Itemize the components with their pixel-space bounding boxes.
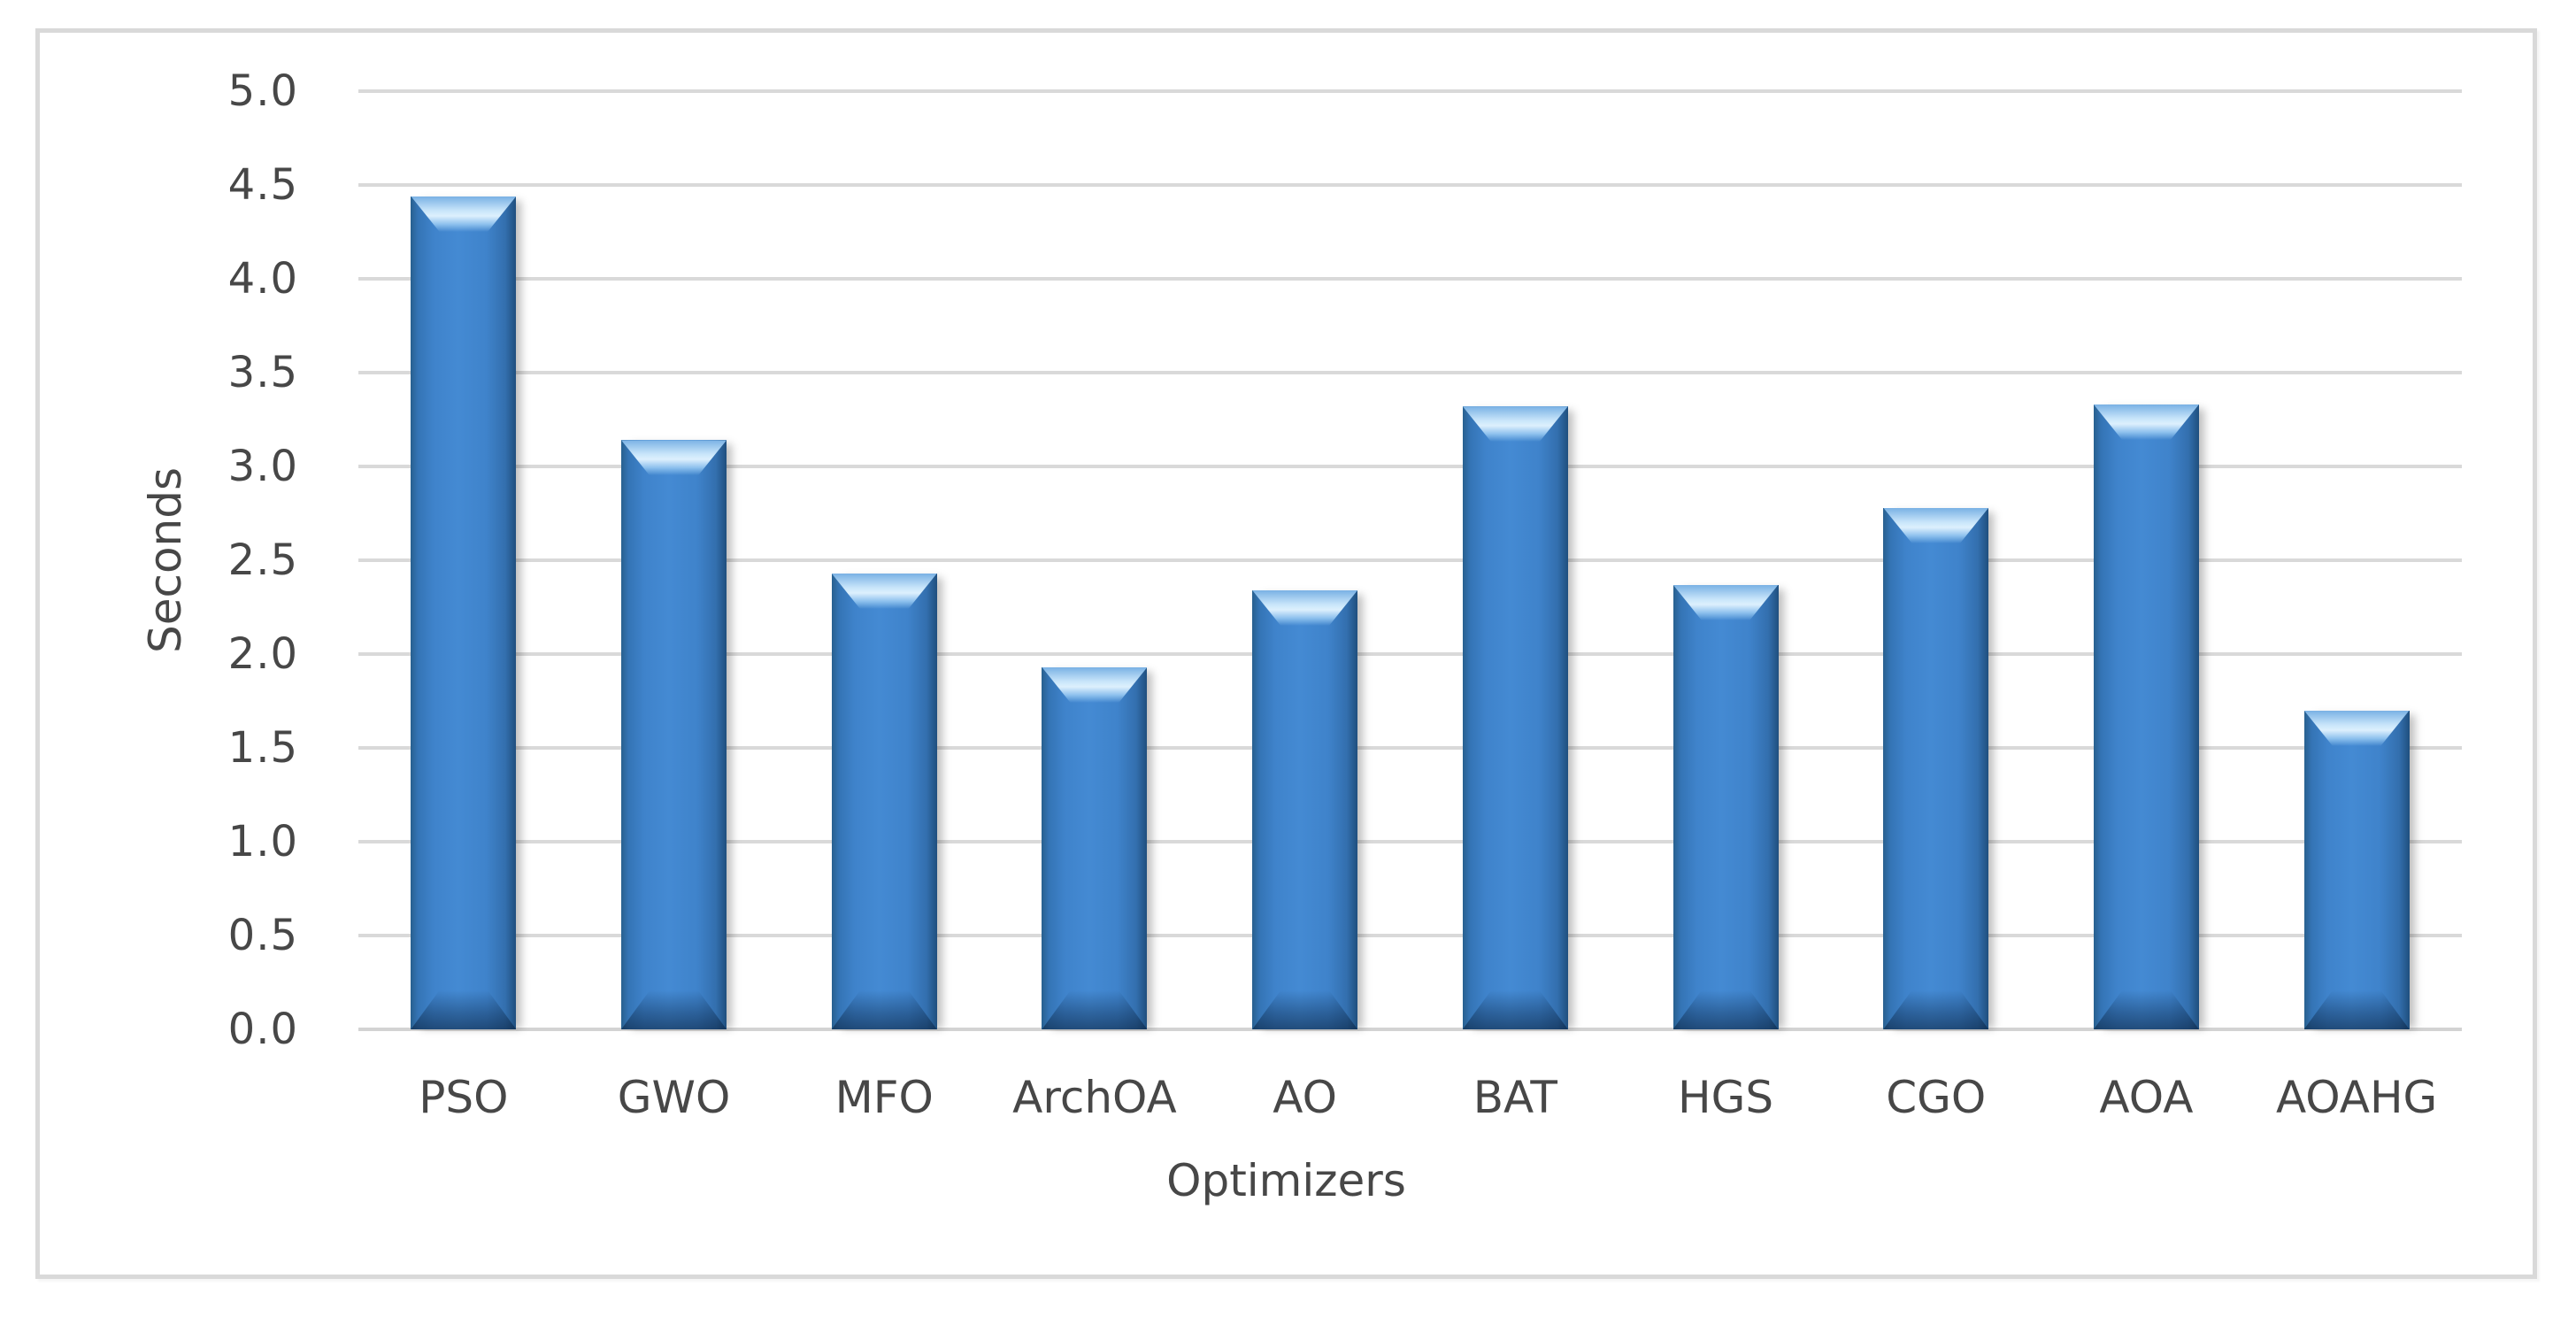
x-axis-line [358, 1028, 2462, 1031]
y-tick-label: 0.5 [227, 911, 298, 960]
y-tick-label: 0.0 [227, 1005, 298, 1054]
bar-pso [411, 196, 517, 1029]
bar-archoa [1042, 666, 1148, 1029]
x-category-label: AOAHG [2275, 1072, 2438, 1123]
gridline [358, 840, 2462, 843]
gridline [358, 371, 2462, 374]
y-tick-label: 2.5 [227, 535, 298, 585]
y-tick-label: 1.0 [227, 817, 298, 866]
bar-mfo [831, 573, 937, 1029]
bar-cgo [1883, 507, 1989, 1029]
y-tick-label: 4.5 [227, 160, 298, 210]
bar-gwo [621, 440, 727, 1029]
x-category-label: AO [1273, 1072, 1337, 1123]
gridline [358, 558, 2462, 562]
bar-aoahg [2303, 710, 2410, 1029]
gridline [358, 89, 2462, 93]
x-category-label: BAT [1473, 1072, 1557, 1123]
gridline [358, 652, 2462, 656]
gridline [358, 746, 2462, 750]
gridline [358, 934, 2462, 937]
x-category-label: CGO [1886, 1072, 1987, 1123]
x-category-label: HGS [1678, 1072, 1774, 1123]
gridline [358, 277, 2462, 281]
gridline [358, 183, 2462, 187]
x-category-label: PSO [419, 1072, 509, 1123]
bar-aoa [2093, 404, 2199, 1029]
plot-area [358, 89, 2462, 1031]
y-tick-label: 3.0 [227, 442, 298, 491]
x-category-label: AOA [2099, 1072, 2194, 1123]
gridline [358, 465, 2462, 468]
x-category-label: GWO [617, 1072, 731, 1123]
chart-frame: Seconds 0.0 0.5 1.0 1.5 2.0 2.5 3.0 3.5 4.0 4.5 5.… [35, 28, 2537, 1279]
y-tick-label: 5.0 [227, 66, 298, 116]
y-tick-label: 2.0 [227, 629, 298, 679]
x-category-label: ArchOA [1012, 1072, 1177, 1123]
bar-hgs [1672, 584, 1779, 1029]
y-tick-label: 1.5 [227, 723, 298, 773]
bar-bat [1462, 406, 1568, 1029]
y-tick-label: 3.5 [227, 348, 298, 397]
y-tick-label: 4.0 [227, 254, 298, 304]
x-category-label: MFO [834, 1072, 934, 1123]
bar-ao [1252, 589, 1358, 1029]
x-axis-title: Optimizers [1166, 1155, 1406, 1206]
